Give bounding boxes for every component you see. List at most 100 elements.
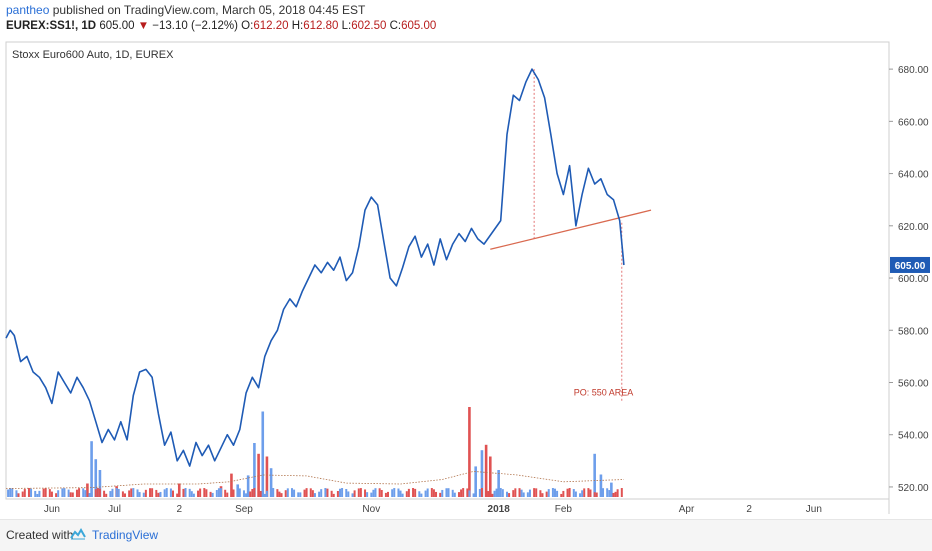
volume-bar xyxy=(94,489,97,497)
volume-bar xyxy=(514,488,517,497)
plot-frame xyxy=(5,41,890,500)
y-tick-label: 580.00 xyxy=(898,326,929,337)
y-tick-label: 540.00 xyxy=(898,431,929,442)
volume-bar xyxy=(610,482,613,497)
volume-bar xyxy=(593,453,596,497)
price-series xyxy=(5,68,625,467)
volume-bar xyxy=(474,491,477,497)
volume-bar xyxy=(242,490,245,497)
volume-bar xyxy=(272,488,275,497)
price-chart[interactable]: Stoxx Euro600 Auto, 1D, EUREX 680.00 660.… xyxy=(0,0,932,519)
volume-bar xyxy=(472,493,475,497)
volume-bar xyxy=(184,488,187,497)
volume-bar xyxy=(505,491,508,497)
volume-bar xyxy=(23,489,26,497)
time-axis[interactable]: Jun Jul 2 Sep Nov 2018 Feb Apr 2 Jun xyxy=(44,504,822,515)
symbol-label: EUREX:SS1!, 1D xyxy=(6,20,97,32)
volume-bar xyxy=(86,483,89,497)
volume-bar xyxy=(217,488,220,497)
volume-bar xyxy=(522,492,525,497)
volume-bar xyxy=(430,488,433,497)
y-tick-label: 680.00 xyxy=(898,65,929,76)
volume-bar xyxy=(508,493,511,497)
volume-bar xyxy=(345,489,348,497)
volume-bar xyxy=(318,491,321,497)
volume-bar xyxy=(111,488,114,497)
volume-bar xyxy=(347,491,350,497)
volume-bar xyxy=(15,490,18,497)
volume-bar xyxy=(497,470,500,497)
volume-bar xyxy=(391,489,394,497)
volume-series xyxy=(5,407,624,497)
volume-bar xyxy=(466,488,469,497)
x-tick-label: 2018 xyxy=(488,504,511,515)
x-tick-label: 2 xyxy=(746,504,752,515)
volume-bar xyxy=(445,488,448,497)
volume-bar xyxy=(297,492,300,497)
volume-bar xyxy=(405,491,408,497)
x-tick-label: Nov xyxy=(362,504,380,515)
x-tick-label: Jun xyxy=(44,504,60,515)
volume-bar xyxy=(105,493,108,497)
price-axis[interactable]: 680.00 660.00 640.00 620.00 600.00 580.00 560.… xyxy=(889,65,929,494)
volume-bar xyxy=(136,489,139,497)
volume-bar xyxy=(230,492,233,497)
volume-bar xyxy=(491,493,494,497)
volume-bar xyxy=(249,491,252,497)
volume-bar xyxy=(177,483,181,497)
volume-bar xyxy=(63,488,66,497)
volume-bar xyxy=(290,488,293,497)
volume-bar xyxy=(330,490,333,497)
volume-bar xyxy=(364,489,367,497)
volume-bar xyxy=(547,489,550,497)
volume-bar xyxy=(205,489,208,497)
volume-bar xyxy=(55,493,58,497)
volume-bar xyxy=(480,450,484,497)
volume-bar xyxy=(265,456,269,497)
volume-bar xyxy=(602,488,605,497)
author-link[interactable]: pantheo xyxy=(6,3,50,17)
volume-bar xyxy=(130,488,133,497)
volume-bar xyxy=(572,489,575,497)
x-tick-label: Sep xyxy=(235,504,253,515)
neckline-trendline xyxy=(490,209,652,250)
volume-bar xyxy=(151,488,154,497)
volume-bar xyxy=(495,488,498,497)
open-value: 612.20 xyxy=(253,20,289,32)
tradingview-link[interactable]: TradingView xyxy=(92,528,159,542)
volume-bar xyxy=(566,488,569,497)
volume-bar xyxy=(493,490,496,497)
last-price: 605.00 xyxy=(99,20,135,32)
x-tick-label: Feb xyxy=(555,504,573,515)
volume-bar xyxy=(117,488,120,497)
chart-title: Stoxx Euro600 Auto, 1D, EUREX xyxy=(12,49,174,61)
volume-bar xyxy=(50,491,53,497)
volume-bar xyxy=(359,488,362,497)
volume-bar xyxy=(353,490,356,497)
volume-bar xyxy=(414,488,417,497)
volume-bar xyxy=(401,493,404,497)
volume-bar xyxy=(309,488,312,497)
volume-bar xyxy=(232,489,235,497)
volume-bar xyxy=(142,492,145,497)
volume-bar xyxy=(78,488,81,497)
price-change: −13.10 (−2.12%) xyxy=(152,20,238,32)
volume-bar xyxy=(407,488,410,497)
volume-bar xyxy=(269,468,273,497)
volume-bar xyxy=(84,490,87,497)
volume-bar xyxy=(299,492,302,497)
volume-bar xyxy=(157,492,160,497)
volume-baseline xyxy=(7,488,623,497)
y-tick-label: 600.00 xyxy=(898,274,929,285)
volume-bar xyxy=(351,493,354,497)
volume-bar xyxy=(261,411,265,497)
volume-bar xyxy=(245,493,248,497)
volume-bar xyxy=(614,491,617,497)
volume-bar xyxy=(190,491,193,497)
volume-bar xyxy=(293,489,296,497)
volume-bar xyxy=(230,473,233,497)
volume-bar xyxy=(199,488,202,497)
volume-bar xyxy=(259,490,262,497)
x-tick-label: 2 xyxy=(176,504,182,515)
volume-bar xyxy=(457,492,460,497)
